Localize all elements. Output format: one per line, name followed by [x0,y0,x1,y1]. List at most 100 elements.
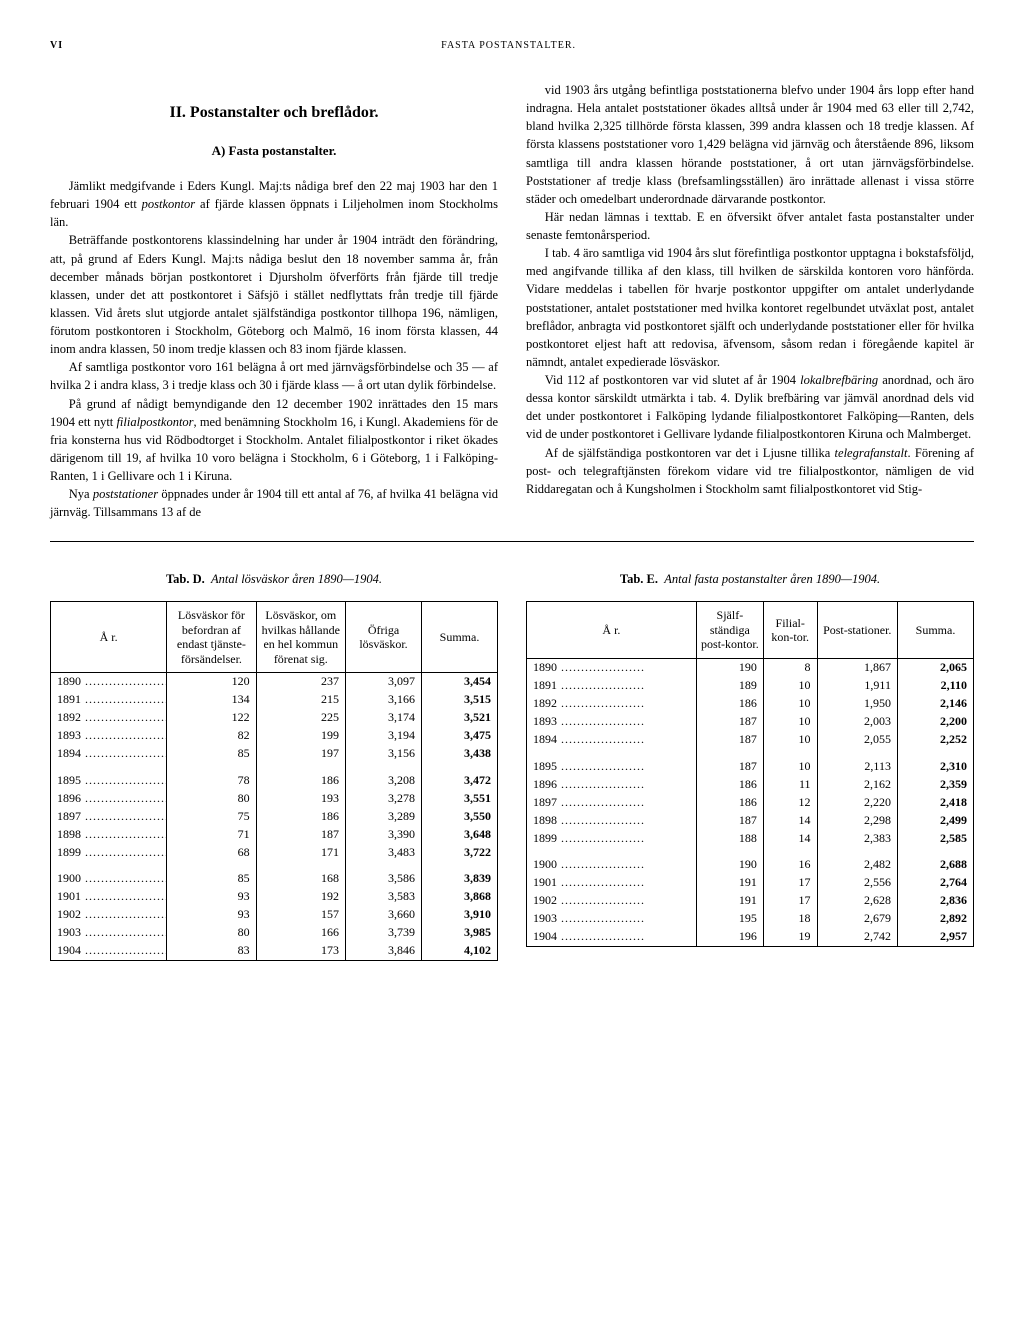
table-cell: 3,194 [346,727,422,745]
table-cell: 215 [256,691,345,709]
table-row: 1897 .....................751863,2893,55… [51,807,498,825]
page-number: VI [50,40,63,51]
table-cell: 1900 ..................... [527,847,697,874]
column-header: Filial-kon-tor. [763,602,817,658]
table-cell: 85 [167,861,256,888]
table-cell: 1898 ..................... [51,825,167,843]
table-cell: 93 [167,888,256,906]
table-cell: 2,298 [817,811,897,829]
table-cell: 2,055 [817,731,897,749]
table-row: 1895 .....................781863,2083,47… [51,763,498,790]
table-cell: 1898 ..................... [527,811,697,829]
table-cell: 120 [167,672,256,691]
table-cell: 2,065 [897,658,973,677]
table-row: 1898 .....................711873,3903,64… [51,825,498,843]
table-cell: 186 [256,763,345,790]
section-title: II. Postanstalter och breflådor. [50,101,498,124]
table-cell: 10 [763,749,817,776]
table-e-title: Tab. E. Antal fasta postanstalter åren 1… [526,572,974,587]
table-cell: 82 [167,727,256,745]
paragraph: I tab. 4 äro samtliga vid 1904 års slut … [526,244,974,371]
table-cell: 190 [696,847,763,874]
table-cell: 1899 ..................... [527,829,697,847]
table-cell: 80 [167,924,256,942]
table-row: 1892 .....................1222253,1743,5… [51,709,498,727]
table-cell: 3,483 [346,843,422,861]
table-cell: 1896 ..................... [51,789,167,807]
table-cell: 78 [167,763,256,790]
paragraph: Jämlikt medgifvande i Eders Kungl. Maj:t… [50,177,498,231]
table-cell: 1897 ..................... [51,807,167,825]
table-cell: 1902 ..................... [51,906,167,924]
table-cell: 19 [763,928,817,947]
table-cell: 14 [763,811,817,829]
table-cell: 191 [696,892,763,910]
table-row: 1896 .....................801933,2783,55… [51,789,498,807]
table-cell: 186 [256,807,345,825]
table-cell: 189 [696,677,763,695]
table-cell: 3,846 [346,942,422,961]
table-cell: 10 [763,713,817,731]
table-cell: 1902 ..................... [527,892,697,910]
table-row: 1893 .....................187102,0032,20… [527,713,974,731]
column-header: Lösväskor, om hvilkas hållande en hel ko… [256,602,345,673]
table-row: 1896 .....................186112,1622,35… [527,775,974,793]
table-cell: 75 [167,807,256,825]
table-cell: 3,660 [346,906,422,924]
paragraph: Här nedan lämnas i texttab. E en öfversi… [526,208,974,244]
paragraph: Beträffande postkontorens klassindelning… [50,231,498,358]
table-d-wrapper: Tab. D. Antal lösväskor åren 1890—1904. … [50,556,498,961]
table-cell: 1904 ..................... [527,928,697,947]
table-cell: 3,166 [346,691,422,709]
table-cell: 3,438 [421,745,497,763]
table-row: 1891 .....................189101,9112,11… [527,677,974,695]
table-cell: 3,515 [421,691,497,709]
table-cell: 2,113 [817,749,897,776]
table-cell: 3,648 [421,825,497,843]
table-cell: 3,521 [421,709,497,727]
running-title: FASTA POSTANSTALTER. [441,40,576,51]
table-cell: 1895 ..................... [527,749,697,776]
table-cell: 187 [696,713,763,731]
table-cell: 134 [167,691,256,709]
table-row: 1892 .....................186101,9502,14… [527,695,974,713]
table-cell: 173 [256,942,345,961]
table-cell: 187 [256,825,345,843]
table-cell: 166 [256,924,345,942]
table-row: 1890 .....................1202373,0973,4… [51,672,498,691]
table-cell: 85 [167,745,256,763]
table-cell: 195 [696,910,763,928]
tables-row: Tab. D. Antal lösväskor åren 1890—1904. … [50,556,974,961]
table-cell: 186 [696,793,763,811]
table-cell: 3,174 [346,709,422,727]
separator-rule [50,541,974,542]
table-cell: 2,585 [897,829,973,847]
table-cell: 14 [763,829,817,847]
table-cell: 1900 ..................... [51,861,167,888]
table-row: 1903 .....................801663,7393,98… [51,924,498,942]
table-cell: 1890 ..................... [51,672,167,691]
table-cell: 1,950 [817,695,897,713]
table-cell: 3,985 [421,924,497,942]
table-cell: 3,475 [421,727,497,745]
table-cell: 1892 ..................... [527,695,697,713]
table-cell: 225 [256,709,345,727]
table-cell: 157 [256,906,345,924]
table-cell: 187 [696,731,763,749]
table-row: 1899 .....................681713,4833,72… [51,843,498,861]
table-cell: 2,252 [897,731,973,749]
table-cell: 1899 ..................... [51,843,167,861]
table-cell: 3,278 [346,789,422,807]
table-cell: 3,722 [421,843,497,861]
table-row: 1903 .....................195182,6792,89… [527,910,974,928]
column-header: Själf-ständiga post-kontor. [696,602,763,658]
table-cell: 3,868 [421,888,497,906]
table-cell: 80 [167,789,256,807]
table-cell: 17 [763,892,817,910]
table-cell: 11 [763,775,817,793]
table-cell: 1894 ..................... [51,745,167,763]
table-row: 1895 .....................187102,1132,31… [527,749,974,776]
table-cell: 1891 ..................... [527,677,697,695]
table-row: 1894 .....................187102,0552,25… [527,731,974,749]
table-cell: 1893 ..................... [51,727,167,745]
